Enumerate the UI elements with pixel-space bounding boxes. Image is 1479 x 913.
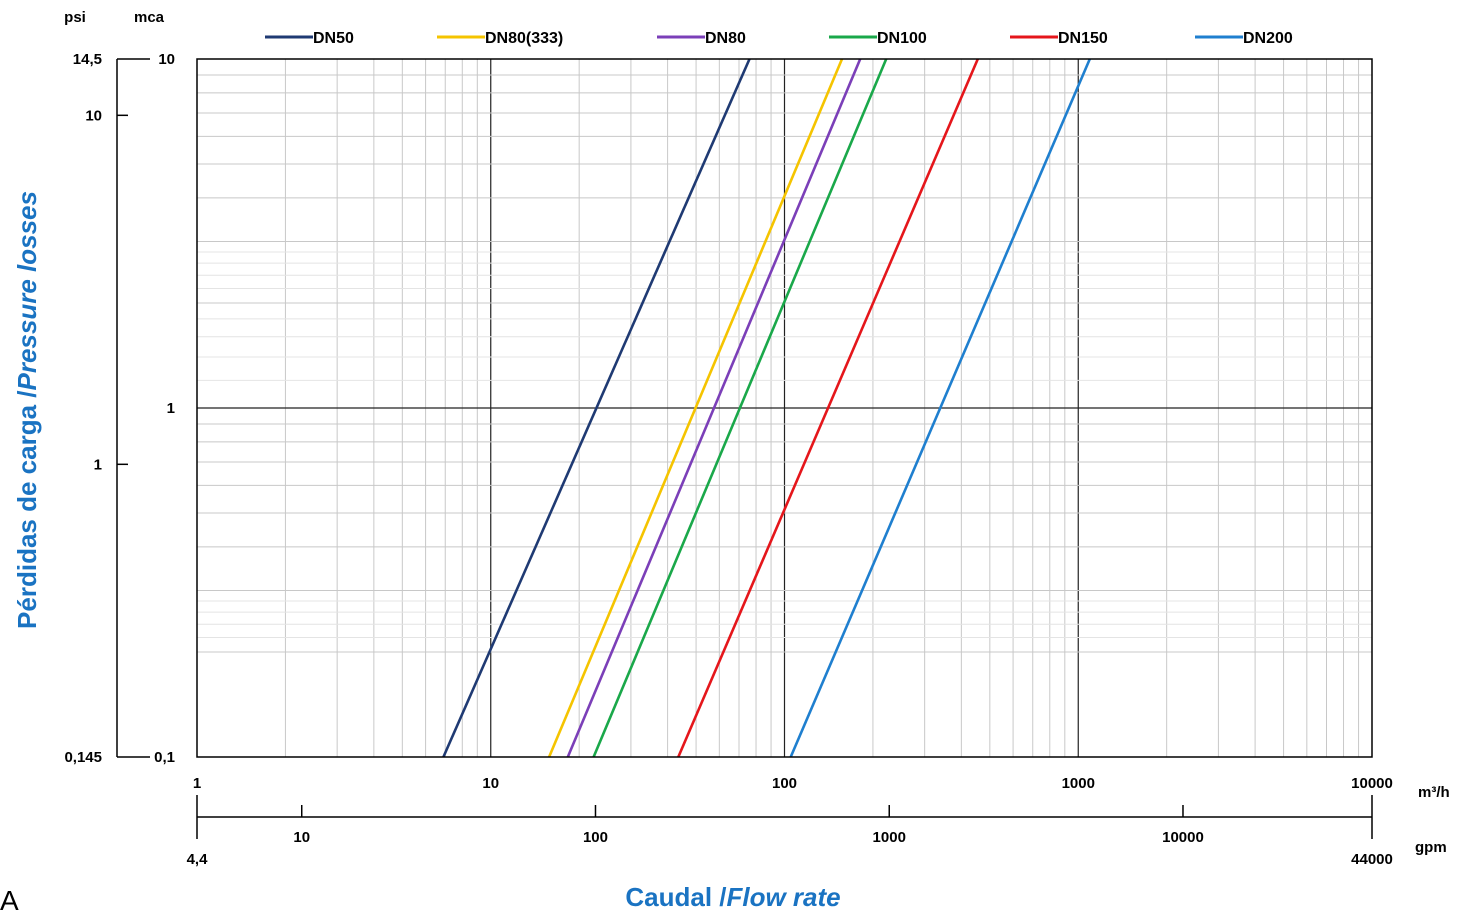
legend-label: DN150	[1058, 30, 1108, 47]
legend-label: DN80	[705, 30, 746, 47]
y-axis-title-en: Pressure losses	[12, 191, 42, 390]
y-tick-label-psi: 1	[94, 456, 102, 473]
gpm-tick-label: 100	[583, 829, 608, 846]
series-line-dn150	[677, 58, 979, 758]
legend-label: DN80(333)	[485, 30, 563, 47]
x-tick-label: 1000	[1062, 775, 1095, 792]
axes: 1 10 100 1000 10000 m³/h 4,4 10 100 1000 10000 4400…	[64, 9, 1450, 868]
legend-label: DN100	[877, 30, 927, 47]
y-tick-label-psi: 10	[85, 107, 102, 124]
x-unit-m3h: m³/h	[1418, 784, 1450, 801]
y-tick-label-psi: 14,5	[73, 51, 102, 68]
y-tick-label-mca: 1	[167, 400, 175, 417]
series-line-dn100	[592, 58, 888, 758]
x-tick-label: 1	[193, 775, 201, 792]
gpm-tick-label: 1000	[873, 829, 906, 846]
series-group	[442, 58, 1091, 758]
y-tick-label-psi: 0,145	[64, 749, 102, 766]
x-axis-title: Caudal /Flow rate	[625, 882, 840, 912]
legend: DN50 DN80(333) DN80 DN100 DN150 DN200	[265, 30, 1293, 47]
y-unit-psi: psi	[64, 9, 86, 26]
plot-frame	[196, 58, 1373, 758]
y-tick-label-mca: 0,1	[154, 749, 175, 766]
corner-label: A	[0, 885, 19, 913]
gpm-tick-label: 10	[293, 829, 310, 846]
x-unit-gpm: gpm	[1415, 839, 1447, 856]
x-tick-label: 10000	[1351, 775, 1393, 792]
x-axis-title-en: Flow rate	[727, 882, 841, 912]
series-line-dn80333	[547, 58, 844, 758]
y-axis-title-es: Pérdidas de carga /	[12, 391, 42, 629]
gpm-tick-label: 4,4	[187, 851, 209, 868]
legend-label: DN50	[313, 30, 354, 47]
gpm-tick-label: 44000	[1351, 851, 1393, 868]
x-axis-title-es: Caudal /	[625, 882, 726, 912]
series-line-dn200	[789, 58, 1091, 758]
legend-label: DN200	[1243, 30, 1293, 47]
series-line-dn50	[442, 58, 751, 758]
y-axis-title: Pérdidas de carga /Pressure losses	[12, 191, 42, 629]
x-tick-label: 100	[772, 775, 797, 792]
x-tick-label: 10	[482, 775, 499, 792]
series-line-dn80	[566, 58, 862, 758]
gpm-tick-label: 10000	[1162, 829, 1204, 846]
y-unit-mca: mca	[134, 9, 165, 26]
grid	[197, 59, 1372, 757]
y-tick-label-mca: 10	[158, 51, 175, 68]
